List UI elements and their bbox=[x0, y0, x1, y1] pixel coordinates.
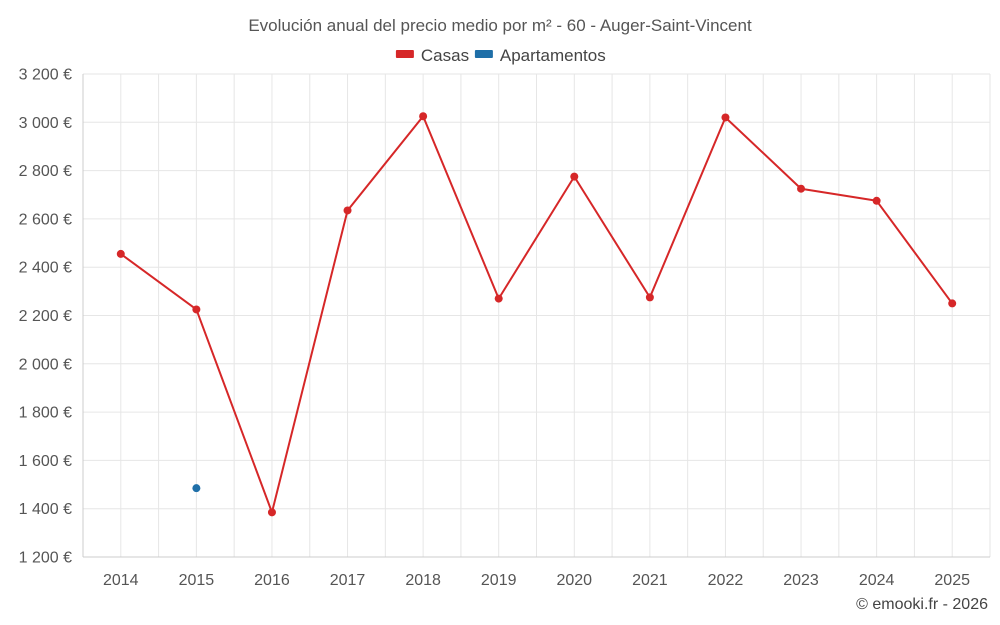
data-point-casas bbox=[570, 172, 579, 181]
data-point-casas bbox=[645, 293, 654, 302]
x-tick-label: 2024 bbox=[859, 572, 895, 589]
x-tick-label: 2022 bbox=[708, 572, 744, 589]
y-tick-label: 2 600 € bbox=[19, 211, 72, 228]
y-tick-label: 1 200 € bbox=[19, 550, 72, 567]
series-layer bbox=[116, 112, 957, 517]
x-tick-label: 2017 bbox=[330, 572, 366, 589]
x-tick-label: 2016 bbox=[254, 572, 290, 589]
data-point-casas bbox=[116, 249, 125, 258]
data-point-casas bbox=[948, 299, 957, 308]
y-tick-label: 3 200 € bbox=[19, 67, 72, 84]
x-tick-label: 2014 bbox=[103, 572, 139, 589]
data-point-apartamentos bbox=[192, 484, 201, 493]
y-tick-label: 2 400 € bbox=[19, 260, 72, 277]
x-tick-label: 2018 bbox=[405, 572, 441, 589]
y-tick-label: 1 800 € bbox=[19, 405, 72, 422]
data-point-casas bbox=[872, 196, 881, 205]
y-tick-label: 1 600 € bbox=[19, 453, 72, 470]
series-line-casas bbox=[120, 115, 954, 514]
data-point-casas bbox=[494, 294, 503, 303]
axis-layer: 1 200 € 1 400 € 1 600 € 1 800 € 2 000 € 2 200… bbox=[19, 67, 990, 589]
y-tick-label: 3 000 € bbox=[19, 115, 72, 132]
x-tick-label: 2019 bbox=[481, 572, 517, 589]
chart-credit: © emooki.fr - 2026 bbox=[856, 596, 988, 613]
data-point-casas bbox=[721, 113, 730, 122]
data-point-casas bbox=[343, 206, 352, 215]
legend-label-casas[interactable]: Casas bbox=[421, 46, 469, 65]
legend-swatch-casas[interactable] bbox=[395, 50, 414, 58]
data-point-casas bbox=[192, 305, 201, 314]
x-tick-label: 2015 bbox=[179, 572, 215, 589]
y-tick-label: 2 000 € bbox=[19, 356, 72, 373]
legend-label-apartamentos[interactable]: Apartamentos bbox=[500, 46, 606, 65]
chart-title: Evolución anual del precio medio por m² … bbox=[248, 16, 752, 35]
y-tick-label: 2 200 € bbox=[19, 308, 72, 325]
data-point-casas bbox=[267, 508, 276, 517]
x-tick-label: 2023 bbox=[783, 572, 819, 589]
y-tick-label: 1 400 € bbox=[19, 501, 72, 518]
y-tick-label: 2 800 € bbox=[19, 163, 72, 180]
data-point-casas bbox=[797, 184, 806, 193]
data-point-casas bbox=[419, 112, 428, 121]
legend-swatch-apartamentos[interactable] bbox=[474, 50, 493, 58]
x-tick-label: 2020 bbox=[556, 572, 592, 589]
chart-legend: Casas Apartamentos bbox=[395, 46, 606, 65]
x-tick-label: 2025 bbox=[934, 572, 970, 589]
grid-layer bbox=[82, 73, 991, 558]
x-tick-label: 2021 bbox=[632, 572, 668, 589]
